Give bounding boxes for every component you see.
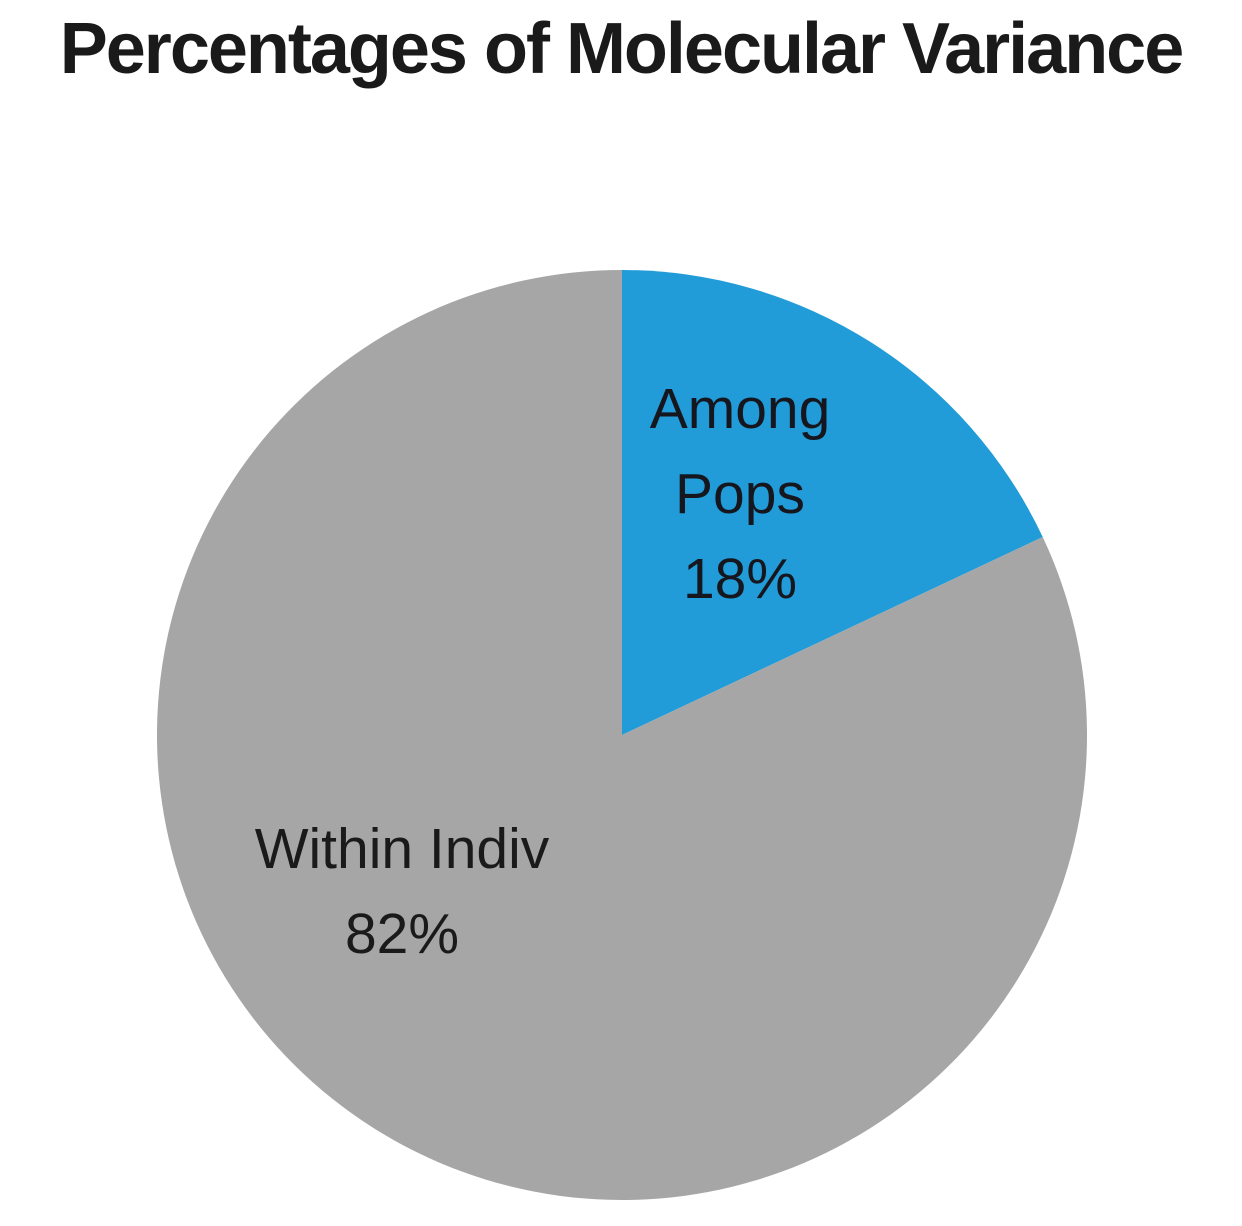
pie-slice-1 <box>156 270 1087 1200</box>
slice-label-line: Within Indiv <box>254 817 550 881</box>
slice-label-line: Pops <box>675 462 805 526</box>
slice-pct-label: 82% <box>344 902 460 966</box>
chart-title: Percentages of Molecular Variance <box>59 9 1185 89</box>
pie-slice-0 <box>622 270 1043 735</box>
slice-label-line: Among <box>649 377 831 441</box>
slice-pct-label: 18% <box>682 547 798 611</box>
slice-label-within-indiv: Within Indiv 82% <box>202 807 602 977</box>
slice-label-among-pops: Among Pops 18% <box>580 367 900 622</box>
